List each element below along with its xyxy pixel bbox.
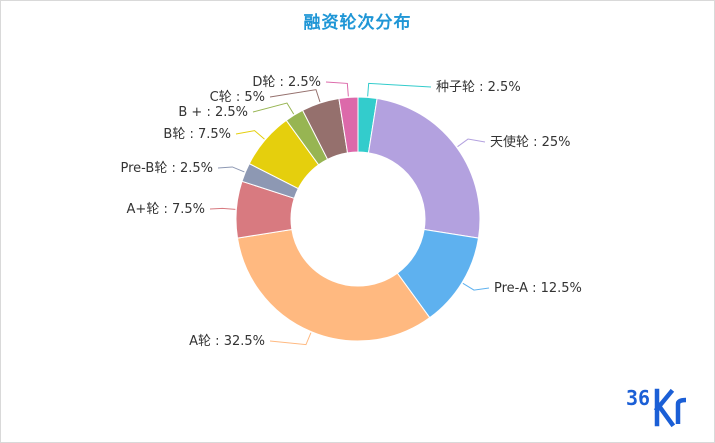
slice-label-9: D轮 : 2.5% — [252, 75, 321, 90]
leader-line-6 — [235, 130, 265, 140]
slice-label-0: 种子轮 : 2.5% — [436, 80, 521, 95]
chart-title: 融资轮次分布 — [303, 13, 412, 33]
leader-line-0 — [367, 82, 432, 97]
leader-line-7 — [252, 102, 295, 115]
leader-line-1 — [457, 138, 486, 148]
leader-line-2 — [462, 282, 490, 291]
leader-line-8 — [269, 89, 321, 103]
slice-3[interactable] — [236, 228, 431, 342]
slice-label-7: B + : 2.5% — [178, 105, 248, 120]
slice-label-3: A轮 : 32.5% — [189, 334, 265, 349]
slice-label-5: Pre-B轮 : 2.5% — [121, 161, 214, 176]
brand-logo: 36 — [626, 386, 700, 430]
slice-label-4: A+轮 : 7.5% — [127, 202, 205, 217]
logo-36-text: 36 — [626, 386, 651, 410]
leader-line-5 — [217, 166, 245, 173]
leader-line-3 — [269, 332, 312, 346]
slice-label-8: C轮 : 5% — [210, 90, 265, 105]
slice-1[interactable] — [367, 97, 481, 239]
slice-label-6: B轮 : 7.5% — [163, 127, 231, 142]
leader-line-4 — [209, 207, 236, 210]
slice-label-1: 天使轮 : 25% — [490, 134, 571, 150]
leader-line-9 — [325, 81, 349, 97]
logo-kr-mark — [653, 388, 687, 428]
slice-9[interactable] — [338, 96, 359, 154]
slice-label-2: Pre-A : 12.5% — [494, 281, 582, 296]
